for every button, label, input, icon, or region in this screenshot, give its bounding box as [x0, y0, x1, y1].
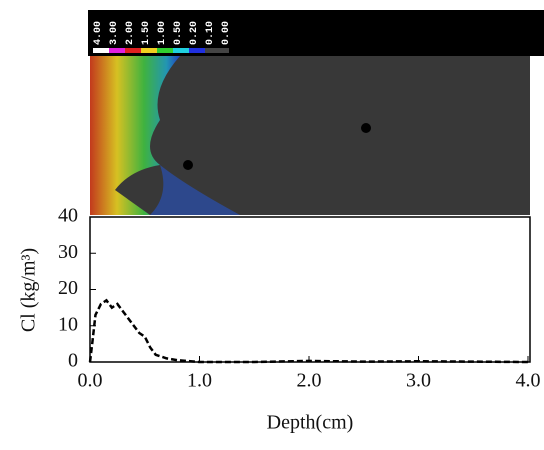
map-void — [361, 123, 371, 133]
y-tick-label: 20 — [58, 277, 78, 299]
x-axis-label: Depth(cm) — [267, 412, 354, 434]
scale-bar — [533, 100, 539, 130]
y-tick-label: 40 — [58, 205, 78, 227]
colorbar-label: 1.00 — [157, 21, 168, 45]
x-tick-label: 3.0 — [406, 370, 431, 392]
y-tick-label: 30 — [58, 241, 78, 263]
x-tick-label: 4.0 — [516, 370, 541, 392]
map-cl-region — [90, 56, 180, 215]
colorbar-label: 0.10 — [205, 21, 216, 45]
map-cl-edge — [150, 165, 240, 215]
colorbar-label: 0.00 — [221, 21, 232, 45]
map-void — [183, 160, 193, 170]
element-label: Cl — [537, 203, 544, 215]
y-tick-label: 0 — [68, 350, 78, 372]
data-line — [88, 298, 529, 364]
colorbar-label: 4.00 — [93, 21, 104, 45]
colorbar-label: 0.20 — [189, 21, 200, 45]
colorbar-label: 2.00 — [125, 21, 136, 45]
x-tick-label: 0.0 — [78, 370, 103, 392]
scale-label: 3mm — [537, 88, 544, 106]
x-tick-label: 2.0 — [297, 370, 322, 392]
plot-frame — [89, 216, 531, 363]
colorbar — [93, 48, 229, 53]
colorbar-label: 0.50 — [173, 21, 184, 45]
colorbar-label: 1.50 — [141, 21, 152, 45]
y-axis-label: Cl (kg/m³) — [18, 248, 40, 332]
x-tick-label: 1.0 — [187, 370, 212, 392]
colorbar-label: 3.00 — [109, 21, 120, 45]
y-tick-label: 10 — [58, 313, 78, 335]
